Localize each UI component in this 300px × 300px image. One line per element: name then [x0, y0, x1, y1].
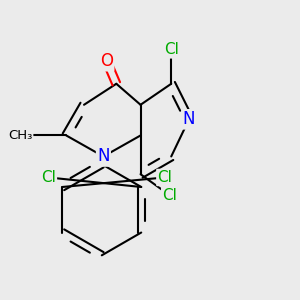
Text: O: O [100, 52, 113, 70]
Text: Cl: Cl [162, 188, 177, 203]
Text: CH₃: CH₃ [8, 129, 32, 142]
Text: Cl: Cl [164, 42, 179, 57]
Text: Cl: Cl [157, 170, 172, 185]
Text: Cl: Cl [41, 170, 56, 185]
Text: N: N [97, 148, 110, 166]
Text: N: N [183, 110, 195, 128]
